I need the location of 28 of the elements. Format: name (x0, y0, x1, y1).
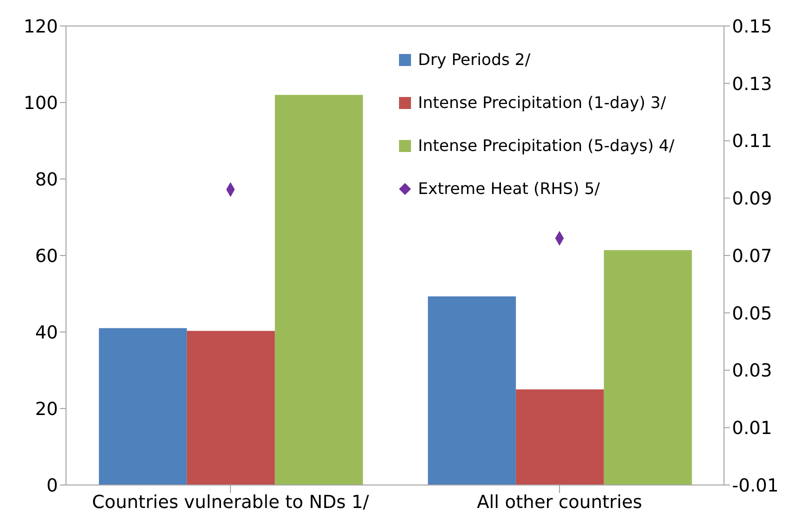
y-tick-label: 80 (35, 169, 58, 190)
y2-tick-label: 0.11 (732, 131, 772, 152)
y-tick-label: 100 (24, 92, 58, 114)
y-tick-label: 60 (35, 246, 58, 267)
y2-tick-label: -0.01 (732, 475, 779, 496)
bar (98, 328, 187, 485)
y2-tick-label: 0.05 (732, 303, 772, 324)
y2-tick-label: 0.03 (732, 360, 772, 382)
legend-label: Intense Precipitation (1-day) 3/ (418, 93, 666, 112)
y2-tick-label: 0.09 (732, 188, 772, 210)
x-tick-label: All other countries (476, 492, 642, 513)
y-tick-label: 120 (24, 16, 58, 38)
bar (516, 389, 604, 485)
y2-tick-label: 0.07 (732, 246, 772, 267)
bar (274, 94, 363, 485)
legend-label: Extreme Heat (RHS) 5/ (418, 179, 600, 198)
bar (604, 250, 692, 485)
x-tick-label: Countries vulnerable to NDs 1/ (92, 492, 370, 513)
bar (428, 296, 516, 485)
y2-tick-label: 0.15 (732, 16, 772, 38)
legend-label: Dry Periods 2/ (418, 50, 530, 69)
y-tick-label: 0 (46, 475, 58, 496)
y2-tick-label: 0.01 (732, 418, 772, 440)
y-tick-label: 40 (35, 322, 58, 344)
y-tick-label: 20 (35, 398, 58, 420)
bar (186, 330, 275, 485)
y2-tick-label: 0.13 (732, 74, 772, 95)
legend-label: Intense Precipitation (5-days) 4/ (418, 136, 674, 155)
